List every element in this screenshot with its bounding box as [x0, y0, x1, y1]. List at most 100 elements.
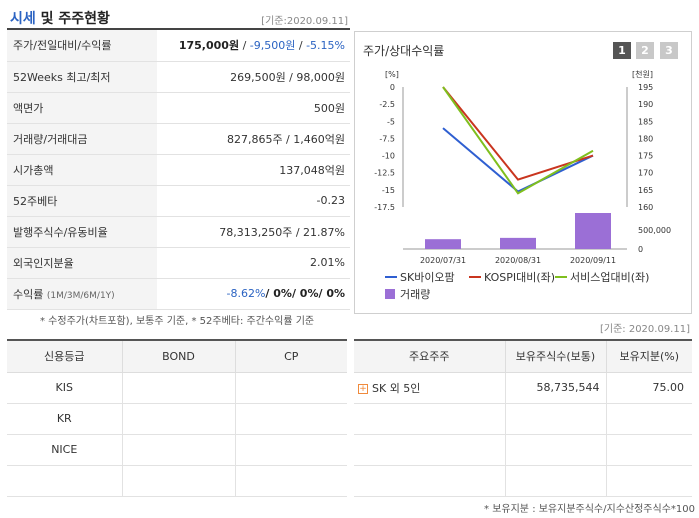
- cp-rating: [235, 403, 347, 435]
- price-change-rate: -5.15%: [306, 39, 345, 53]
- chart-page-2-button[interactable]: 2: [636, 42, 654, 59]
- relative-return-chart: [%] [천원] 0 -2.5 -5 -7.5 -10 -12.5 -15 -17.5 195 190…: [374, 69, 671, 301]
- bond-rating: [122, 372, 236, 404]
- legend-label: 서비스업대비(좌): [570, 271, 649, 284]
- ownership-pct: [606, 434, 692, 466]
- left-tick-label: -2.5: [379, 100, 395, 109]
- table-row: 수익률 (1M/3M/6M/1Y) -8.62%/ 0%/ 0%/ 0%: [7, 278, 350, 310]
- cp-rating: [235, 465, 347, 497]
- shareholder-name: [354, 403, 506, 435]
- ownership-pct: [606, 465, 692, 497]
- chart-page-1-button[interactable]: 1: [613, 42, 631, 59]
- left-tick-label: -5: [387, 117, 395, 126]
- right-axis-label: [천원]: [632, 69, 653, 79]
- title-highlight: 시세: [10, 11, 36, 27]
- shares-held: 58,735,544: [505, 372, 607, 404]
- table-row: [7, 465, 347, 497]
- x-tick-label: 2020/08/31: [495, 256, 541, 265]
- right-tick-label: 195: [638, 83, 653, 92]
- price-value: 175,000원 / -9,500원 / -5.15%: [157, 30, 350, 62]
- left-tick-label: 0: [390, 83, 395, 92]
- shares-held: [505, 403, 607, 435]
- return-1m: -8.62%: [226, 287, 266, 300]
- right-tick-label: 160: [638, 203, 653, 212]
- column-header: 보유주식수(보통): [505, 340, 607, 373]
- footnote: * 보유지분 : 보유지분주식수/지수산정주식수*100: [484, 504, 695, 515]
- section-title: 시세 및 주주현황: [10, 8, 110, 28]
- row-label: 52Weeks 최고/최저: [7, 61, 157, 93]
- column-header: CP: [235, 340, 347, 373]
- chart-title: 주가/상대수익률: [363, 44, 445, 58]
- table-row: [354, 434, 692, 466]
- row-label: 발행주식수/유동비율: [7, 216, 157, 248]
- expand-icon[interactable]: +: [358, 383, 368, 394]
- section-header: 시세 및 주주현황 [기준:2020.09.11]: [7, 4, 350, 30]
- table-row: 액면가 500원: [7, 92, 350, 124]
- row-label: 52주베타: [7, 185, 157, 217]
- returns-period-label: (1M/3M/6M/1Y): [46, 290, 115, 301]
- row-value: 78,313,250주 / 21.87%: [157, 216, 350, 248]
- x-tick-label: 2020/09/11: [570, 256, 616, 265]
- left-tick-label: -10: [382, 152, 395, 161]
- right-tick-label: 185: [638, 117, 653, 126]
- price: 175,000원: [178, 39, 240, 53]
- cp-rating: [235, 372, 347, 404]
- right-tick-label: 165: [638, 186, 653, 195]
- table-row: 52Weeks 최고/최저 269,500원 / 98,000원: [7, 61, 350, 93]
- table-row: NICE: [7, 434, 347, 466]
- rating-agency: [7, 465, 123, 497]
- separator: /: [239, 39, 250, 53]
- credit-rating-table: 신용등급 BOND CP KIS KR NICE: [7, 339, 347, 497]
- cp-rating: [235, 434, 347, 466]
- series-line: [442, 127, 594, 193]
- table-row: + SK 외 5인 58,735,544 75.00: [354, 372, 692, 404]
- bond-rating: [122, 434, 236, 466]
- row-value: -0.23: [157, 185, 350, 217]
- left-tick-label: -15: [382, 186, 395, 195]
- stock-info-table: 주가/전일대비/수익률 175,000원 / -9,500원 / -5.15% …: [7, 30, 350, 310]
- returns-label: 수익률: [13, 287, 44, 301]
- volume-bar: [500, 237, 536, 249]
- table-row: 발행주식수/유동비율 78,313,250주 / 21.87%: [7, 216, 350, 248]
- left-tick-label: -7.5: [379, 134, 395, 143]
- legend-label: KOSPI대비(좌): [484, 271, 555, 284]
- rating-agency: KIS: [7, 372, 123, 404]
- column-header: 신용등급: [7, 340, 123, 373]
- chart-page-3-button[interactable]: 3: [660, 42, 678, 59]
- right-tick-label: 170: [638, 169, 653, 178]
- table-row: KIS: [7, 372, 347, 404]
- rating-agency: NICE: [7, 434, 123, 466]
- title-rest: 및 주주현황: [35, 11, 110, 27]
- legend-label: 거래량: [400, 288, 430, 301]
- row-value: 500원: [157, 92, 350, 124]
- table-row: [354, 465, 692, 497]
- left-axis-label: [%]: [385, 70, 399, 79]
- legend-label: SK바이오팜: [400, 271, 455, 284]
- row-label: 외국인지분율: [7, 247, 157, 279]
- volume-bar: [575, 213, 611, 249]
- shareholder-name: [354, 434, 506, 466]
- table-row: 거래량/거래대금 827,865주 / 1,460억원: [7, 123, 350, 155]
- left-tick-label: -17.5: [374, 203, 395, 212]
- row-value: 2.01%: [157, 247, 350, 279]
- ownership-pct: 75.00: [606, 372, 692, 404]
- x-tick-label: 2020/07/31: [420, 256, 466, 265]
- rating-agency: KR: [7, 403, 123, 435]
- date-stamp: [기준: 2020.09.11]: [599, 324, 690, 335]
- price-change: -9,500원: [249, 39, 296, 53]
- row-label: 거래량/거래대금: [7, 123, 157, 155]
- table-row: 외국인지분율 2.01%: [7, 247, 350, 279]
- volume-bar: [425, 239, 461, 249]
- table-row: [354, 403, 692, 435]
- row-label: 주가/전일대비/수익률: [7, 30, 157, 62]
- table-row: 주가/전일대비/수익률 175,000원 / -9,500원 / -5.15%: [7, 30, 350, 62]
- bond-rating: [122, 403, 236, 435]
- shareholder-name[interactable]: + SK 외 5인: [354, 372, 506, 404]
- table-header-row: 신용등급 BOND CP: [7, 340, 347, 373]
- table-row: KR: [7, 403, 347, 435]
- footnote: * 수정주가(차트포함), 보통주 기준, * 52주베타: 주간수익률 기준: [40, 316, 315, 327]
- table-header-row: 주요주주 보유주식수(보통) 보유지분(%): [354, 340, 692, 373]
- right-tick-label: 175: [638, 152, 653, 161]
- row-value: 269,500원 / 98,000원: [157, 61, 350, 93]
- row-label: 액면가: [7, 92, 157, 124]
